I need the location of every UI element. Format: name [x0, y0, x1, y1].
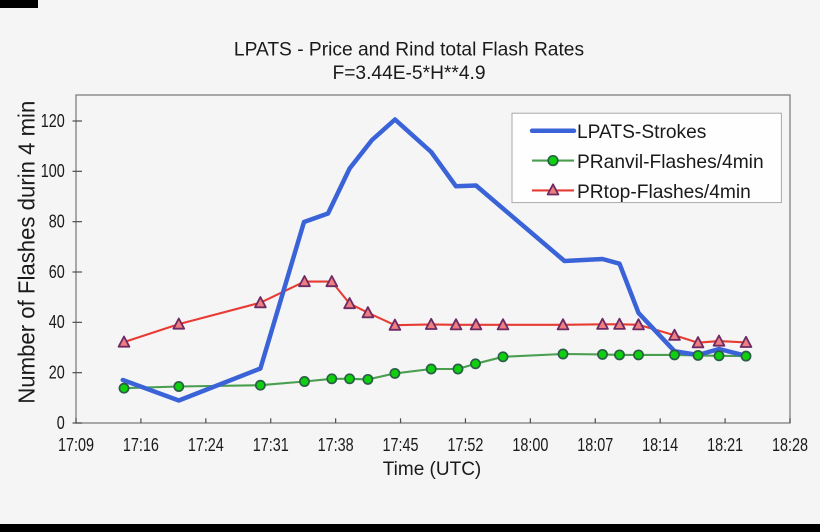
svg-text:17:16: 17:16: [123, 435, 159, 455]
svg-text:18:28: 18:28: [772, 435, 808, 455]
svg-text:Number of Flashes durin 4 min: Number of Flashes durin 4 min: [14, 101, 40, 404]
svg-text:17:45: 17:45: [383, 435, 419, 455]
svg-text:120: 120: [41, 111, 65, 131]
svg-text:18:00: 18:00: [512, 435, 548, 455]
svg-text:17:38: 17:38: [318, 435, 354, 455]
svg-text:18:14: 18:14: [642, 435, 678, 455]
svg-text:F=3.44E-5*H**4.9: F=3.44E-5*H**4.9: [332, 63, 485, 84]
svg-text:LPATS - Price and Rind total F: LPATS - Price and Rind total Flash Rates: [234, 40, 584, 61]
svg-text:17:24: 17:24: [188, 435, 224, 455]
svg-text:40: 40: [49, 312, 65, 332]
svg-text:18:07: 18:07: [577, 435, 613, 455]
svg-text:17:52: 17:52: [447, 435, 483, 455]
svg-text:100: 100: [41, 161, 65, 181]
svg-text:PRanvil-Flashes/4min: PRanvil-Flashes/4min: [577, 152, 764, 173]
svg-text:80: 80: [49, 211, 65, 231]
svg-text:17:09: 17:09: [58, 435, 94, 455]
svg-text:0: 0: [57, 413, 65, 433]
svg-text:LPATS-Strokes: LPATS-Strokes: [577, 122, 706, 143]
svg-text:PRtop-Flashes/4min: PRtop-Flashes/4min: [577, 182, 751, 203]
svg-text:17:31: 17:31: [253, 435, 289, 455]
svg-text:18:21: 18:21: [707, 435, 743, 455]
svg-text:20: 20: [49, 362, 65, 382]
svg-text:60: 60: [49, 262, 65, 282]
svg-text:Time (UTC): Time (UTC): [383, 459, 482, 480]
